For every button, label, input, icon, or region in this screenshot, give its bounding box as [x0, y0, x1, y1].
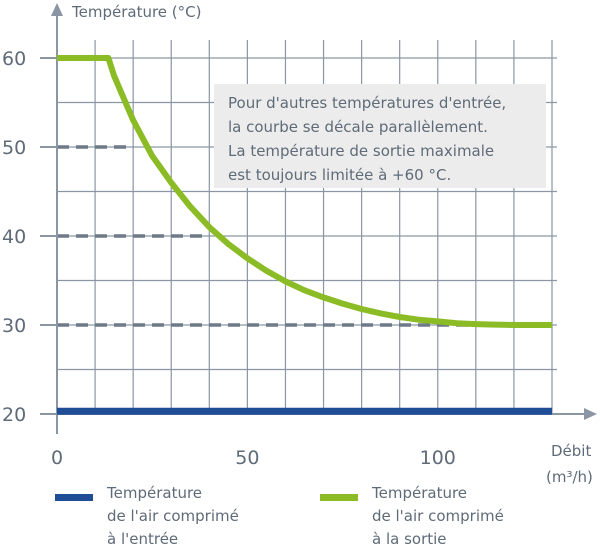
y-tick-label-1: 30 [2, 315, 26, 337]
annotation-line-1: Pour d'autres températures d'entrée, [228, 94, 506, 112]
annotation-line-4: est toujours limitée à +60 °C. [228, 166, 451, 184]
legend-label-inlet-line-1: Température [106, 484, 202, 502]
x-tick-label-2: 100 [420, 447, 456, 469]
series-line-1 [57, 55, 552, 328]
legend: Température de l'air comprimé à l'entrée… [55, 484, 504, 545]
annotation-background [214, 84, 546, 188]
x-tick-label-1: 50 [235, 447, 259, 469]
x-axis-title-line-2: (m³/h) [546, 468, 593, 486]
y-tick-label-0: 20 [2, 404, 26, 426]
legend-label-outlet-line-3: à la sortie [372, 530, 447, 545]
x-tick-label-0: 0 [51, 447, 63, 469]
tick-labels: 20 30 40 50 60 0 50 100 [2, 48, 456, 469]
y-tick-label-3: 50 [2, 137, 26, 159]
x-axis-arrow [584, 408, 597, 420]
x-axis-title-line-1: Débit [551, 442, 591, 460]
legend-label-inlet-line-3: à l'entrée [107, 530, 178, 545]
annotation-line-2: la courbe se décale parallèlement. [228, 118, 488, 136]
y-axis-arrow [51, 3, 63, 16]
reference-lines [57, 145, 476, 327]
legend-swatch-outlet [320, 494, 358, 501]
annotation-note: Pour d'autres températures d'entrée, la … [214, 84, 546, 188]
y-tick-label-4: 60 [2, 48, 26, 70]
legend-swatch-inlet [55, 494, 93, 501]
legend-label-outlet-line-2: de l'air comprimé [372, 507, 504, 525]
legend-label-inlet-line-2: de l'air comprimé [107, 507, 239, 525]
series [57, 55, 552, 415]
annotation-line-3: La température de sortie maximale [228, 142, 494, 160]
legend-label-outlet-line-1: Température [371, 484, 467, 502]
y-tick-label-2: 40 [2, 226, 26, 248]
y-axis-title: Température (°C) [71, 3, 201, 21]
